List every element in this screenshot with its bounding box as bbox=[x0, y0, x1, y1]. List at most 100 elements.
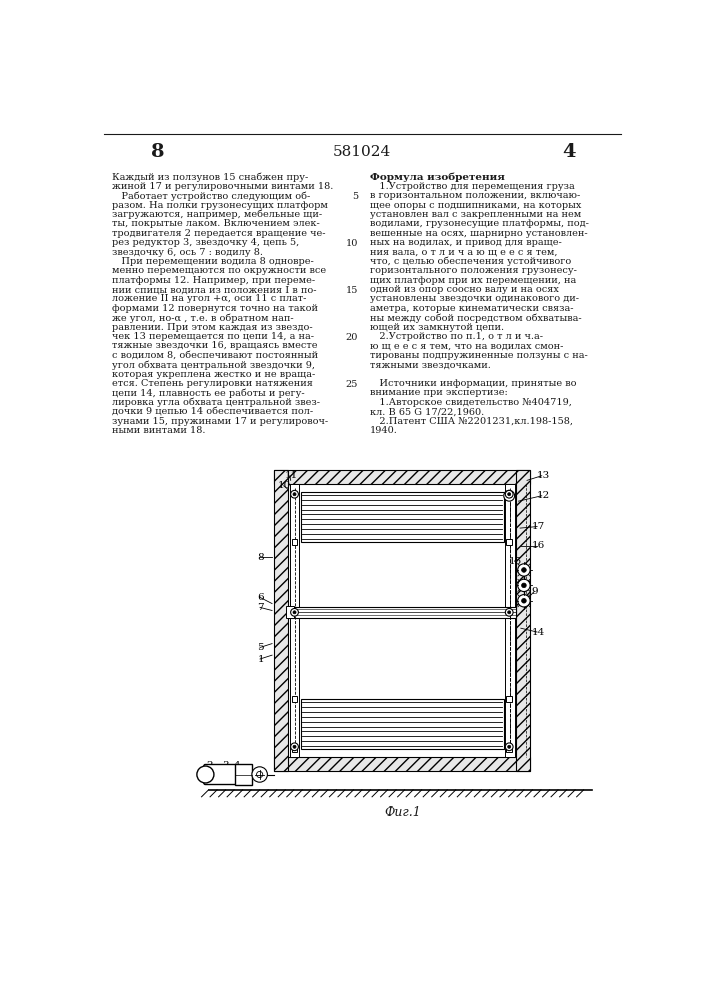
Text: 4: 4 bbox=[234, 761, 240, 770]
Text: 2.Устройство по п.1, о т л и ч.а-: 2.Устройство по п.1, о т л и ч.а- bbox=[370, 332, 543, 341]
Text: звездочку 6, ось 7 : водилу 8.: звездочку 6, ось 7 : водилу 8. bbox=[112, 248, 262, 257]
Text: платформы 12. Например, при переме-: платформы 12. Например, при переме- bbox=[112, 276, 315, 285]
Bar bbox=[290, 484, 299, 757]
Circle shape bbox=[506, 490, 513, 498]
Text: 2: 2 bbox=[206, 761, 213, 770]
Text: 14: 14 bbox=[532, 628, 545, 637]
Circle shape bbox=[506, 608, 513, 616]
Text: тированы подпружиненные ползуны с на-: тированы подпружиненные ползуны с на- bbox=[370, 351, 588, 360]
Text: 16: 16 bbox=[532, 541, 545, 550]
Circle shape bbox=[508, 611, 510, 614]
Text: ты, покрытые лаком. Включением элек-: ты, покрытые лаком. Включением элек- bbox=[112, 219, 320, 228]
Bar bbox=[288, 484, 516, 757]
Text: ния вала, о т л и ч а ю щ е е с я тем,: ния вала, о т л и ч а ю щ е е с я тем, bbox=[370, 248, 557, 257]
Circle shape bbox=[504, 490, 515, 501]
Text: ны между собой посредством обхватыва-: ны между собой посредством обхватыва- bbox=[370, 313, 581, 323]
Text: горизонтального положения грузонесу-: горизонтального положения грузонесу- bbox=[370, 266, 577, 275]
Text: тяжные звездочки 16, вращаясь вместе: тяжные звездочки 16, вращаясь вместе bbox=[112, 341, 317, 350]
Text: ными винтами 18.: ными винтами 18. bbox=[112, 426, 205, 435]
Text: формами 12 повернутся точно на такой: формами 12 повернутся точно на такой bbox=[112, 304, 317, 313]
Circle shape bbox=[518, 564, 530, 576]
Circle shape bbox=[506, 743, 513, 751]
Circle shape bbox=[293, 611, 296, 614]
Bar bbox=[286, 606, 293, 618]
Text: менно перемещаются по окружности все: менно перемещаются по окружности все bbox=[112, 266, 326, 275]
Text: с водилом 8, обеспечивают постоянный: с водилом 8, обеспечивают постоянный bbox=[112, 351, 317, 360]
Text: внимание при экспертизе:: внимание при экспертизе: bbox=[370, 388, 508, 397]
Text: которая укреплена жестко и не враща-: которая укреплена жестко и не враща- bbox=[112, 370, 315, 379]
Circle shape bbox=[291, 608, 298, 616]
Text: 581024: 581024 bbox=[333, 145, 391, 159]
Text: 8: 8 bbox=[257, 553, 264, 562]
Text: цепи 14, плавность ее работы и регу-: цепи 14, плавность ее работы и регу- bbox=[112, 388, 304, 398]
Text: жиной 17 и регулировочными винтами 18.: жиной 17 и регулировочными винтами 18. bbox=[112, 182, 333, 191]
Text: 20: 20 bbox=[346, 333, 358, 342]
Text: щих платформ при их перемещении, на: щих платформ при их перемещении, на bbox=[370, 276, 576, 285]
Text: водилами, грузонесущие платформы, под-: водилами, грузонесущие платформы, под- bbox=[370, 219, 588, 228]
Text: вешенные на осях, шарнирно установлен-: вешенные на осях, шарнирно установлен- bbox=[370, 229, 588, 238]
Circle shape bbox=[197, 766, 214, 783]
Text: 10: 10 bbox=[279, 481, 291, 490]
Bar bbox=[300, 699, 504, 749]
Circle shape bbox=[252, 767, 267, 782]
Text: 1.Авторское свидетельство №404719,: 1.Авторское свидетельство №404719, bbox=[370, 398, 571, 407]
Text: 1940.: 1940. bbox=[370, 426, 397, 435]
Circle shape bbox=[508, 745, 510, 748]
Text: одной из опор соосно валу и на осях: одной из опор соосно валу и на осях bbox=[370, 285, 559, 294]
Text: же угол, но-α , т.е. в обратном нап-: же угол, но-α , т.е. в обратном нап- bbox=[112, 313, 293, 323]
Text: 3: 3 bbox=[223, 761, 229, 770]
Text: 7: 7 bbox=[257, 603, 264, 612]
Text: загружаются, например, мебельные щи-: загружаются, например, мебельные щи- bbox=[112, 210, 322, 219]
Text: При перемещении водила 8 одновре-: При перемещении водила 8 одновре- bbox=[112, 257, 313, 266]
Circle shape bbox=[293, 745, 296, 748]
Bar bbox=[292, 696, 297, 702]
Text: 25: 25 bbox=[346, 380, 358, 389]
Circle shape bbox=[257, 771, 263, 778]
Circle shape bbox=[293, 493, 296, 496]
Text: 4: 4 bbox=[562, 143, 575, 161]
Text: 6: 6 bbox=[257, 593, 264, 602]
Text: чек 13 перемещается по цепи 14, а на-: чек 13 перемещается по цепи 14, а на- bbox=[112, 332, 314, 341]
Text: разом. На полки грузонесущих платформ: разом. На полки грузонесущих платформ bbox=[112, 201, 327, 210]
Text: 5: 5 bbox=[352, 192, 358, 201]
Text: 5: 5 bbox=[257, 643, 264, 652]
Text: 10: 10 bbox=[346, 239, 358, 248]
Text: 13: 13 bbox=[537, 471, 549, 480]
Text: зунами 15, пружинами 17 и регулировоч-: зунами 15, пружинами 17 и регулировоч- bbox=[112, 417, 328, 426]
Text: Каждый из ползунов 15 снабжен пру-: Каждый из ползунов 15 снабжен пру- bbox=[112, 172, 308, 182]
Text: ю щ е е с я тем, что на водилах смон-: ю щ е е с я тем, что на водилах смон- bbox=[370, 341, 563, 350]
Text: Источники информации, принятые во: Источники информации, принятые во bbox=[370, 379, 576, 388]
Circle shape bbox=[507, 494, 511, 498]
Text: ется. Степень регулировки натяжения: ется. Степень регулировки натяжения bbox=[112, 379, 312, 388]
Text: ющей их замкнутой цепи.: ющей их замкнутой цепи. bbox=[370, 323, 504, 332]
Bar bbox=[300, 492, 504, 542]
Text: 1.Устройство для перемещения груза: 1.Устройство для перемещения груза bbox=[370, 182, 575, 191]
Bar bbox=[506, 484, 515, 757]
Text: дочки 9 цепью 14 обеспечивается пол-: дочки 9 цепью 14 обеспечивается пол- bbox=[112, 407, 312, 416]
Text: установлены звездочки одинакового ди-: установлены звездочки одинакового ди- bbox=[370, 294, 579, 303]
Circle shape bbox=[518, 595, 530, 607]
Text: ных на водилах, и привод для враще-: ных на водилах, и привод для враще- bbox=[370, 238, 561, 247]
Text: тяжными звездочками.: тяжными звездочками. bbox=[370, 360, 491, 369]
Bar bbox=[506, 746, 512, 752]
Bar bbox=[288, 607, 516, 618]
Text: угол обхвата центральной звездочки 9,: угол обхвата центральной звездочки 9, bbox=[112, 360, 315, 370]
Text: рез редуктор 3, звездочку 4, цепь 5,: рез редуктор 3, звездочку 4, цепь 5, bbox=[112, 238, 299, 247]
Text: кл. В 65 G 17/22,1960.: кл. В 65 G 17/22,1960. bbox=[370, 407, 484, 416]
Text: 15: 15 bbox=[509, 557, 522, 566]
Bar bbox=[292, 746, 297, 752]
Bar bbox=[292, 539, 297, 545]
Bar bbox=[235, 764, 252, 785]
Bar bbox=[506, 539, 512, 545]
Text: 9: 9 bbox=[532, 587, 538, 596]
Text: 12: 12 bbox=[537, 491, 549, 500]
Circle shape bbox=[291, 490, 298, 498]
Text: равлении. При этом каждая из звездо-: равлении. При этом каждая из звездо- bbox=[112, 323, 312, 332]
Text: в горизонтальном положении, включаю-: в горизонтальном положении, включаю- bbox=[370, 191, 580, 200]
Text: что, с целью обеспечения устойчивого: что, с целью обеспечения устойчивого bbox=[370, 257, 571, 266]
Bar bbox=[506, 696, 512, 702]
Text: щее опоры с подшипниками, на которых: щее опоры с подшипниками, на которых bbox=[370, 201, 581, 210]
Text: Работает устройство следующим об-: Работает устройство следующим об- bbox=[112, 191, 310, 201]
Bar bbox=[274, 470, 530, 484]
Text: тродвигателя 2 передается вращение че-: тродвигателя 2 передается вращение че- bbox=[112, 229, 325, 238]
